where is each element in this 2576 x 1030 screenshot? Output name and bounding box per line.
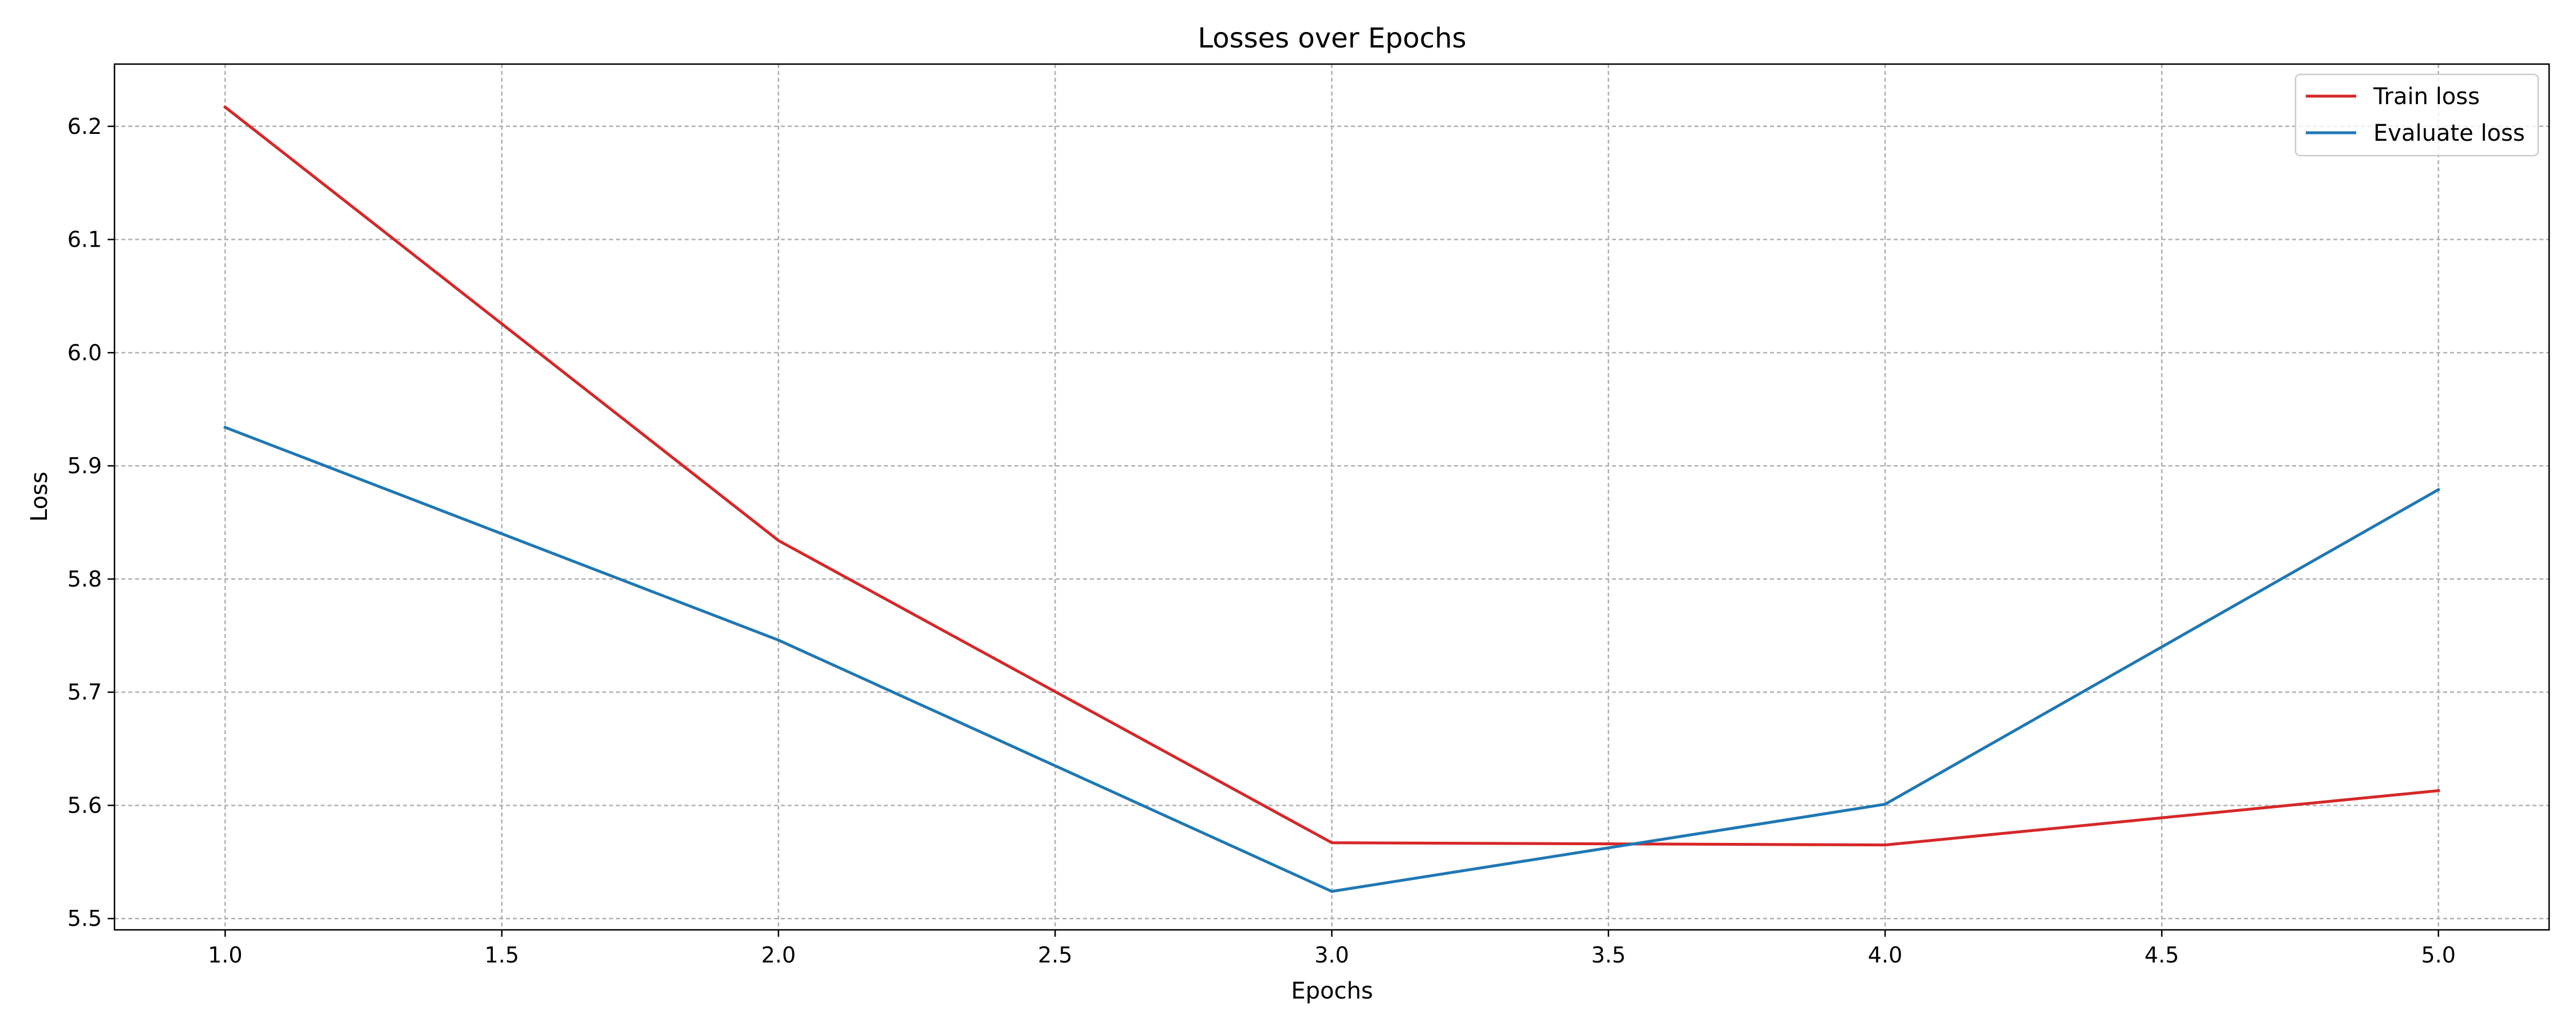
y-tick-label: 5.8: [68, 566, 102, 592]
x-tick-label: 1.0: [208, 942, 242, 968]
legend: Train loss Evaluate loss: [2294, 73, 2539, 157]
x-tick-label: 4.0: [1868, 942, 1902, 968]
y-tick-label: 5.7: [68, 680, 102, 705]
axis-ticks: 1.0 1.5 2.0 2.5 3.0 3.5 4.0 4.5 5.0 5.5 5.6 5.7 5.8 5…: [68, 114, 2456, 968]
series-line-train-loss: [223, 105, 2440, 847]
x-tick-label: 3.0: [1314, 942, 1349, 968]
y-tick-label: 6.1: [68, 227, 102, 252]
legend-label-evaluate-loss: Evaluate loss: [2373, 120, 2525, 146]
y-tick-label: 5.5: [68, 906, 102, 931]
y-tick-label: 6.2: [68, 114, 102, 139]
series-lines: [223, 105, 2441, 893]
x-tick-label: 2.0: [761, 942, 796, 968]
series-line-evaluate-loss: [223, 425, 2441, 893]
grid: [114, 64, 2549, 930]
legend-label-train-loss: Train loss: [2373, 84, 2480, 110]
x-tick-label: 1.5: [484, 942, 519, 968]
y-axis-label: Loss: [26, 472, 53, 522]
y-tick-label: 5.6: [68, 793, 102, 818]
x-axis-label: Epochs: [1291, 978, 1373, 1004]
x-tick-label: 3.5: [1591, 942, 1626, 968]
x-tick-label: 5.0: [2421, 942, 2455, 968]
chart-title: Losses over Epochs: [1198, 22, 1466, 54]
y-tick-label: 5.9: [68, 453, 102, 478]
x-tick-label: 2.5: [1038, 942, 1072, 968]
y-tick-label: 6.0: [68, 340, 102, 365]
x-tick-label: 4.5: [2144, 942, 2179, 968]
